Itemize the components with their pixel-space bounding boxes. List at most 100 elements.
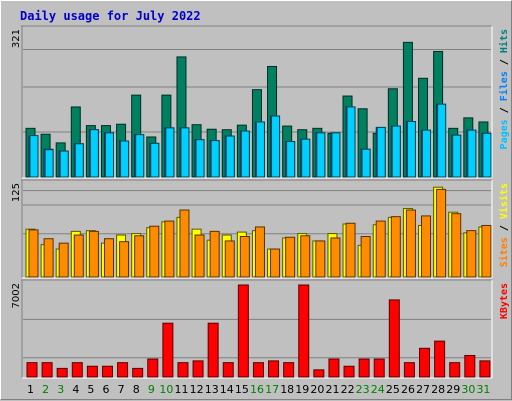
bar-kbytes-day-17 (268, 360, 280, 378)
bar-pages-day-10 (165, 127, 175, 178)
day-label-9: 9 (148, 383, 155, 396)
bar-pages-day-2 (44, 149, 54, 178)
day-label-30: 30 (461, 383, 475, 396)
bar-sites-day-6 (103, 238, 114, 278)
day-label-29: 29 (446, 383, 460, 396)
day-label-16: 16 (250, 383, 264, 396)
legend-separator: / (499, 53, 510, 71)
bar-kbytes-day-18 (283, 362, 295, 378)
bar-sites-day-31 (481, 224, 492, 278)
y-max-label: 125 (11, 183, 22, 202)
bar-pages-day-3 (59, 150, 69, 178)
bar-sites-day-9 (149, 225, 160, 278)
bar-sites-day-19 (300, 235, 311, 278)
bar-sites-day-4 (73, 234, 84, 278)
day-label-20: 20 (310, 383, 324, 396)
bar-sites-day-27 (421, 215, 432, 278)
bar-kbytes-day-19 (298, 284, 310, 378)
bar-sites-day-11 (179, 209, 190, 278)
bar-sites-day-15 (239, 236, 250, 278)
day-label-31: 31 (476, 383, 490, 396)
bar-pages-day-21 (331, 132, 341, 178)
bar-sites-day-1 (28, 229, 39, 278)
bar-pages-day-17 (271, 115, 281, 178)
day-label-23: 23 (356, 383, 370, 396)
bar-pages-day-31 (482, 132, 492, 178)
bar-sites-day-21 (330, 237, 341, 278)
series-sites (28, 188, 492, 278)
bar-sites-day-16 (254, 226, 265, 278)
bar-kbytes-day-1 (26, 362, 38, 378)
bar-sites-day-17 (270, 248, 281, 278)
bar-pages-day-7 (120, 140, 130, 178)
legend-separator: / (499, 219, 510, 237)
day-label-3: 3 (57, 383, 64, 396)
bar-sites-day-30 (466, 230, 477, 278)
y-max-label: 321 (11, 29, 22, 48)
bar-pages-day-15 (240, 130, 250, 178)
bar-kbytes-day-5 (86, 365, 98, 378)
bar-kbytes-day-14 (222, 362, 234, 378)
day-label-15: 15 (235, 383, 249, 396)
bar-kbytes-day-21 (328, 358, 340, 378)
day-label-8: 8 (133, 383, 140, 396)
bar-sites-day-13 (209, 230, 220, 278)
bar-kbytes-day-26 (403, 362, 415, 378)
bar-kbytes-day-29 (449, 362, 461, 378)
bar-pages-day-9 (150, 142, 160, 178)
panel-1: 321 Pages / Files / Hits (11, 25, 510, 179)
bar-sites-day-20 (315, 240, 326, 278)
bar-kbytes-day-30 (464, 354, 476, 378)
bar-pages-day-29 (452, 134, 462, 178)
bar-sites-day-18 (285, 236, 296, 278)
bar-sites-day-22 (345, 222, 356, 278)
bar-pages-day-18 (286, 141, 296, 178)
bar-pages-day-5 (89, 129, 99, 178)
legend-hits: Hits (498, 29, 510, 53)
bar-sites-day-7 (119, 241, 130, 278)
bar-sites-day-5 (88, 230, 99, 278)
day-label-12: 12 (190, 383, 204, 396)
legend: Sites / Visits (498, 183, 510, 267)
bar-kbytes-day-7 (117, 362, 129, 378)
day-label-5: 5 (87, 383, 94, 396)
bar-pages-day-8 (135, 134, 145, 178)
bar-sites-day-3 (58, 242, 69, 278)
day-label-2: 2 (42, 383, 49, 396)
bar-kbytes-day-16 (252, 362, 264, 378)
day-label-13: 13 (205, 383, 219, 396)
bar-kbytes-day-9 (147, 358, 159, 378)
bar-sites-day-10 (164, 220, 175, 278)
chart-panels: 321 Pages / Files / Hits 125 Sites / Visits… (11, 25, 510, 379)
bar-sites-day-8 (134, 235, 145, 278)
bar-pages-day-28 (437, 103, 447, 178)
legend-pages: Pages (499, 119, 510, 149)
bar-pages-day-13 (210, 140, 220, 178)
day-label-17: 17 (265, 383, 279, 396)
bar-pages-day-16 (255, 121, 265, 178)
bar-sites-day-12 (194, 234, 205, 278)
bar-kbytes-day-12 (192, 360, 204, 378)
chart-title: Daily usage for July 2022 (20, 9, 201, 23)
bar-sites-day-23 (360, 236, 371, 278)
legend-visits: Visits (498, 183, 510, 219)
bar-pages-day-25 (391, 125, 401, 178)
bar-kbytes-day-4 (71, 362, 83, 378)
bar-pages-day-12 (195, 139, 205, 178)
legend-files: Files (498, 71, 510, 101)
bar-kbytes-day-27 (419, 347, 431, 378)
bar-pages-day-11 (180, 127, 190, 178)
bar-kbytes-day-23 (358, 358, 370, 378)
bar-kbytes-day-10 (162, 322, 174, 378)
bar-kbytes-day-11 (177, 362, 189, 378)
day-label-11: 11 (175, 383, 189, 396)
bar-pages-day-27 (422, 129, 432, 178)
day-label-1: 1 (27, 383, 34, 396)
bar-pages-day-24 (376, 126, 386, 178)
series-kbytes (26, 284, 491, 378)
day-label-4: 4 (72, 383, 79, 396)
bar-kbytes-day-24 (373, 358, 385, 378)
day-label-26: 26 (401, 383, 415, 396)
bar-sites-day-26 (405, 209, 416, 278)
bar-sites-day-2 (43, 238, 54, 278)
